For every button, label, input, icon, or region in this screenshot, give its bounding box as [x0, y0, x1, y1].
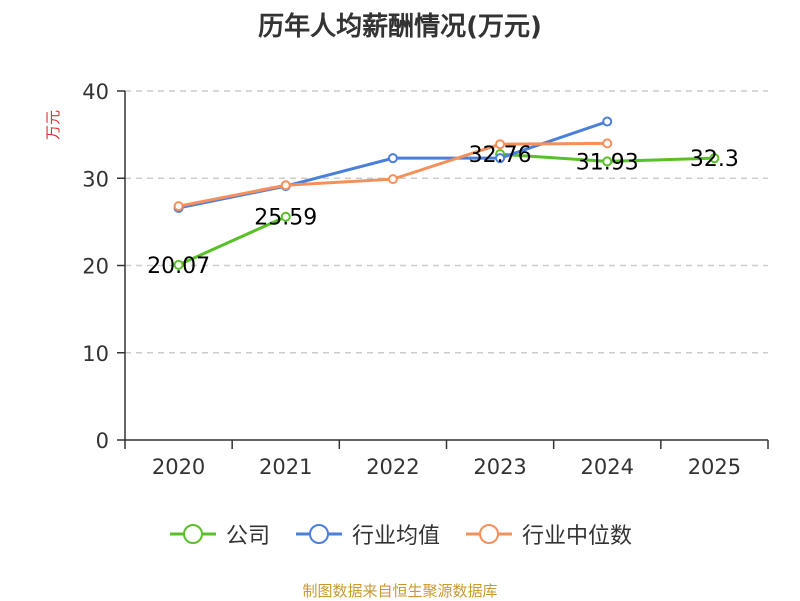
point-2-2021: [280, 180, 291, 191]
x-tick-label-2020: 2020: [152, 455, 205, 479]
legend-marker-company: [169, 524, 216, 544]
x-tick-label-2025: 2025: [688, 455, 741, 479]
point-2-2022: [387, 174, 398, 185]
axes: 0 10 20 30 40 2020 2021 2022 2023 2024 2025: [82, 80, 769, 479]
point-0-2025: [709, 153, 720, 164]
legend-label-company: 公司: [225, 524, 270, 549]
point-2-2020: [173, 201, 184, 212]
legend-item-industry-median[interactable]: 行业中位数: [464, 518, 632, 550]
y-tick-label-20: 20: [82, 255, 109, 279]
legend-marker-industry-mean: [295, 524, 342, 544]
y-tick-label-10: 10: [82, 342, 109, 366]
x-tick-label-2022: 2022: [366, 455, 419, 479]
point-0-2021: [280, 211, 291, 222]
legend-marker-industry-median: [466, 524, 512, 544]
x-tick-label-2021: 2021: [259, 455, 312, 479]
point-1-2023: [495, 153, 506, 164]
legend-item-industry-mean[interactable]: 行业均值: [294, 518, 440, 550]
legend-label-industry-mean: 行业均值: [351, 524, 440, 549]
series-line-0-seg-0: [177, 215, 287, 267]
y-tick-label-40: 40: [82, 80, 109, 104]
data-labels: 20.07 25.59 32.76 31.93 32.3: [147, 143, 739, 279]
point-0-2020: [173, 259, 184, 270]
legend-item-company[interactable]: 公司: [168, 518, 270, 550]
grid-lines: [125, 90, 768, 354]
data-label-2020: 20.07: [147, 254, 210, 279]
y-tick-label-30: 30: [82, 167, 109, 191]
point-1-2022: [387, 153, 398, 164]
x-tick-label-2023: 2023: [473, 455, 526, 479]
series-lines: [173, 116, 720, 270]
chart-title: 历年人均薪酬情况(万元): [258, 12, 542, 42]
y-tick-label-0: 0: [96, 429, 109, 453]
data-label-2021: 25.59: [254, 206, 317, 231]
source-note: 制图数据来自恒生聚源数据库: [302, 582, 498, 600]
legend-label-industry-median: 行业中位数: [522, 524, 633, 549]
data-label-2024: 31.93: [576, 150, 639, 175]
legend: 公司 行业均值 行业中位数: [0, 518, 800, 550]
point-0-2024: [602, 156, 613, 167]
x-tick-label-2024: 2024: [581, 455, 634, 479]
data-label-2025: 32.3: [690, 147, 739, 172]
point-2-2023: [495, 139, 506, 150]
data-label-2023: 32.76: [469, 143, 532, 168]
point-1-2024: [602, 116, 613, 127]
point-2-2024: [602, 138, 613, 149]
